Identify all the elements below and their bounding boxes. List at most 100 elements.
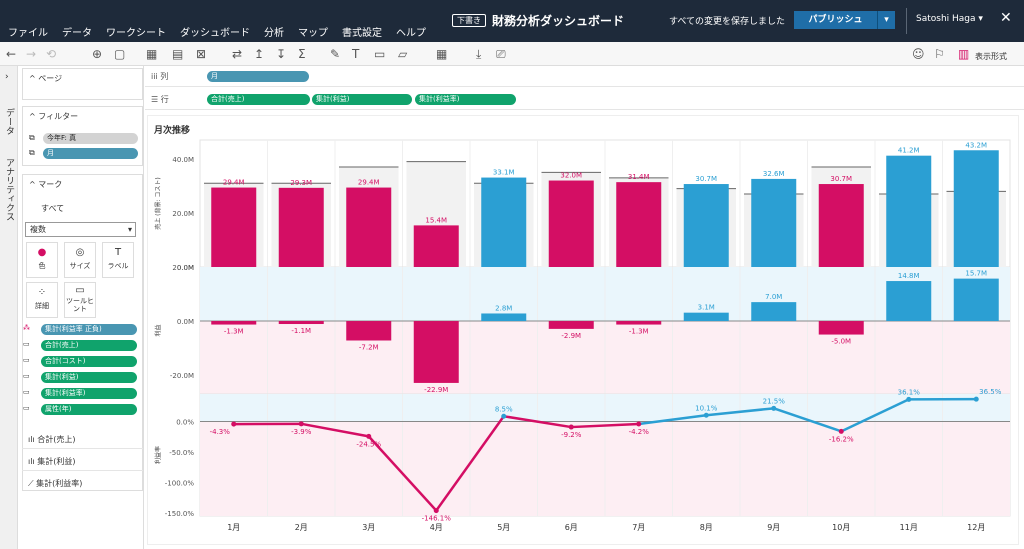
menu-help[interactable]: ヘルプ xyxy=(396,28,426,39)
label-button-label[interactable]: ラベル xyxy=(107,262,129,270)
mark-type-select[interactable]: 複数 ▾ xyxy=(25,222,136,237)
owl-icon[interactable]: ☺ xyxy=(912,47,925,61)
sales-bar[interactable] xyxy=(548,180,594,267)
margin-line-segment[interactable] xyxy=(840,398,910,433)
marks-all-tab[interactable]: すべて xyxy=(41,204,65,213)
profit-bar[interactable] xyxy=(346,321,392,341)
sales-bar[interactable] xyxy=(751,178,797,267)
size-button[interactable]: ◎ サイズ xyxy=(64,242,96,278)
fit-icon[interactable]: ▭ xyxy=(374,47,386,61)
margin-line-segment[interactable] xyxy=(638,414,707,426)
marks-section-sales[interactable]: ılı 合計(売上) xyxy=(22,428,143,449)
sales-bar[interactable] xyxy=(413,225,459,267)
sales-bar[interactable] xyxy=(616,182,662,267)
close-icon[interactable]: ✕ xyxy=(1000,10,1012,26)
filter-pill-month[interactable]: 月 xyxy=(43,148,138,159)
user-name[interactable]: Satoshi Haga xyxy=(916,14,976,24)
size-button-label[interactable]: サイズ xyxy=(69,262,91,270)
profit-bar[interactable] xyxy=(886,281,932,322)
menu-file[interactable]: ファイル xyxy=(8,28,48,39)
tooltip-button-label[interactable]: ツールヒント xyxy=(66,297,94,313)
margin-line-segment[interactable] xyxy=(571,422,639,429)
margin-point[interactable] xyxy=(906,396,912,402)
mark-field-pill[interactable]: 集計(利益率 正負) xyxy=(41,324,137,335)
sales-bar[interactable] xyxy=(886,155,932,267)
profit-bar[interactable] xyxy=(751,302,797,322)
new-worksheet-icon[interactable]: ▦ xyxy=(146,47,158,61)
sales-bar[interactable] xyxy=(953,150,999,267)
menu-format[interactable]: 書式設定 xyxy=(342,28,382,39)
sort-desc-icon[interactable]: ↧ xyxy=(276,47,287,61)
row-pill-sales[interactable]: 合計(売上) xyxy=(207,94,310,105)
row-pill-profit[interactable]: 集計(利益) xyxy=(312,94,412,105)
menu-analysis[interactable]: 分析 xyxy=(264,28,284,39)
profit-bar[interactable] xyxy=(818,321,864,335)
totals-icon[interactable]: Σ xyxy=(298,47,306,61)
rows-shelf[interactable]: ☰ 行 合計(売上) 集計(利益) 集計(利益率) xyxy=(145,89,1024,110)
duplicate-icon[interactable]: ▤ xyxy=(172,47,184,61)
marks-section-label[interactable]: 集計(利益率) xyxy=(36,479,83,488)
profit-bar[interactable] xyxy=(953,278,999,322)
profit-bar[interactable] xyxy=(413,321,459,383)
margin-line-segment[interactable] xyxy=(773,407,842,433)
download-icon[interactable]: ⤓ xyxy=(476,47,482,61)
publish-button[interactable]: パブリッシュ ▾ xyxy=(794,11,895,29)
pages-card-header[interactable]: ^ ページ xyxy=(23,69,142,88)
margin-point[interactable] xyxy=(973,396,979,402)
fix-axes-icon[interactable]: ▱ xyxy=(398,47,408,61)
chevron-up-icon[interactable]: ^ xyxy=(29,180,36,189)
mark-field-pill[interactable]: 集計(利益) xyxy=(41,372,137,383)
profit-bar[interactable] xyxy=(481,313,527,322)
show-cards-icon[interactable]: ▦ xyxy=(436,47,448,61)
marks-section-label[interactable]: 合計(売上) xyxy=(37,435,76,444)
workbook-title[interactable]: 財務分析ダッシュボード xyxy=(492,14,625,28)
chevron-up-icon[interactable]: ^ xyxy=(29,112,36,121)
presentation-icon[interactable]: ⎚ xyxy=(496,47,506,61)
chevron-up-icon[interactable]: ^ xyxy=(29,74,36,83)
highlight-icon[interactable]: ✎ xyxy=(330,47,341,61)
profit-bar[interactable] xyxy=(616,321,662,325)
margin-point[interactable] xyxy=(298,421,304,427)
detail-button[interactable]: ⁘ 詳細 xyxy=(26,282,58,318)
menu-dashboard[interactable]: ダッシュボード xyxy=(180,28,250,39)
save-icon[interactable]: ▢ xyxy=(114,47,126,61)
tab-analytics[interactable]: アナリティクス xyxy=(4,158,14,221)
margin-line-segment[interactable] xyxy=(301,422,369,438)
sales-bar[interactable] xyxy=(683,184,729,267)
chevron-down-icon[interactable]: ▾ xyxy=(877,11,895,29)
margin-point[interactable] xyxy=(501,413,507,419)
chevron-down-icon[interactable]: ▾ xyxy=(127,225,132,234)
mark-type-value[interactable]: 複数 xyxy=(30,225,46,234)
sales-bar[interactable] xyxy=(481,177,527,267)
marks-section-label[interactable]: 集計(利益) xyxy=(37,457,76,466)
margin-point[interactable] xyxy=(771,405,777,411)
margin-line-segment[interactable] xyxy=(367,435,438,512)
mark-field-pill[interactable]: 属性(年) xyxy=(41,404,137,415)
margin-line-segment[interactable] xyxy=(435,415,505,512)
profit-bar[interactable] xyxy=(211,321,257,325)
margin-point[interactable] xyxy=(231,421,237,427)
undo-icon[interactable]: ← xyxy=(6,47,17,61)
margin-point[interactable] xyxy=(636,421,642,427)
publish-label[interactable]: パブリッシュ xyxy=(808,15,863,25)
tooltip-button[interactable]: ▭ ツールヒント xyxy=(64,282,96,318)
chevron-right-icon[interactable]: › xyxy=(5,72,9,82)
mark-field-pill[interactable]: 集計(利益率) xyxy=(41,388,137,399)
mark-field-pill[interactable]: 合計(売上) xyxy=(41,340,137,351)
label-button[interactable]: T ラベル xyxy=(102,242,134,278)
menu-map[interactable]: マップ xyxy=(298,28,328,39)
pin-icon[interactable]: ⚐ xyxy=(934,47,945,61)
new-datasource-icon[interactable]: ⊕ xyxy=(92,47,103,61)
columns-shelf[interactable]: iii 列 月 xyxy=(145,66,1024,87)
show-me-label[interactable]: 表示形式 xyxy=(975,52,1007,61)
clear-sheet-icon[interactable]: ⊠ xyxy=(196,47,207,61)
margin-point[interactable] xyxy=(433,508,439,514)
filter-pill-current-year[interactable]: 今年F: 真 xyxy=(43,133,138,144)
revert-icon[interactable]: ⟲ xyxy=(46,47,57,61)
column-pill-month[interactable]: 月 xyxy=(207,71,309,82)
show-me-icon[interactable]: ▥ xyxy=(958,47,970,61)
marks-section-profit[interactable]: ılı 集計(利益) xyxy=(22,450,143,471)
sales-bar[interactable] xyxy=(346,187,392,267)
user-menu[interactable]: Satoshi Haga ▾ xyxy=(916,14,983,24)
